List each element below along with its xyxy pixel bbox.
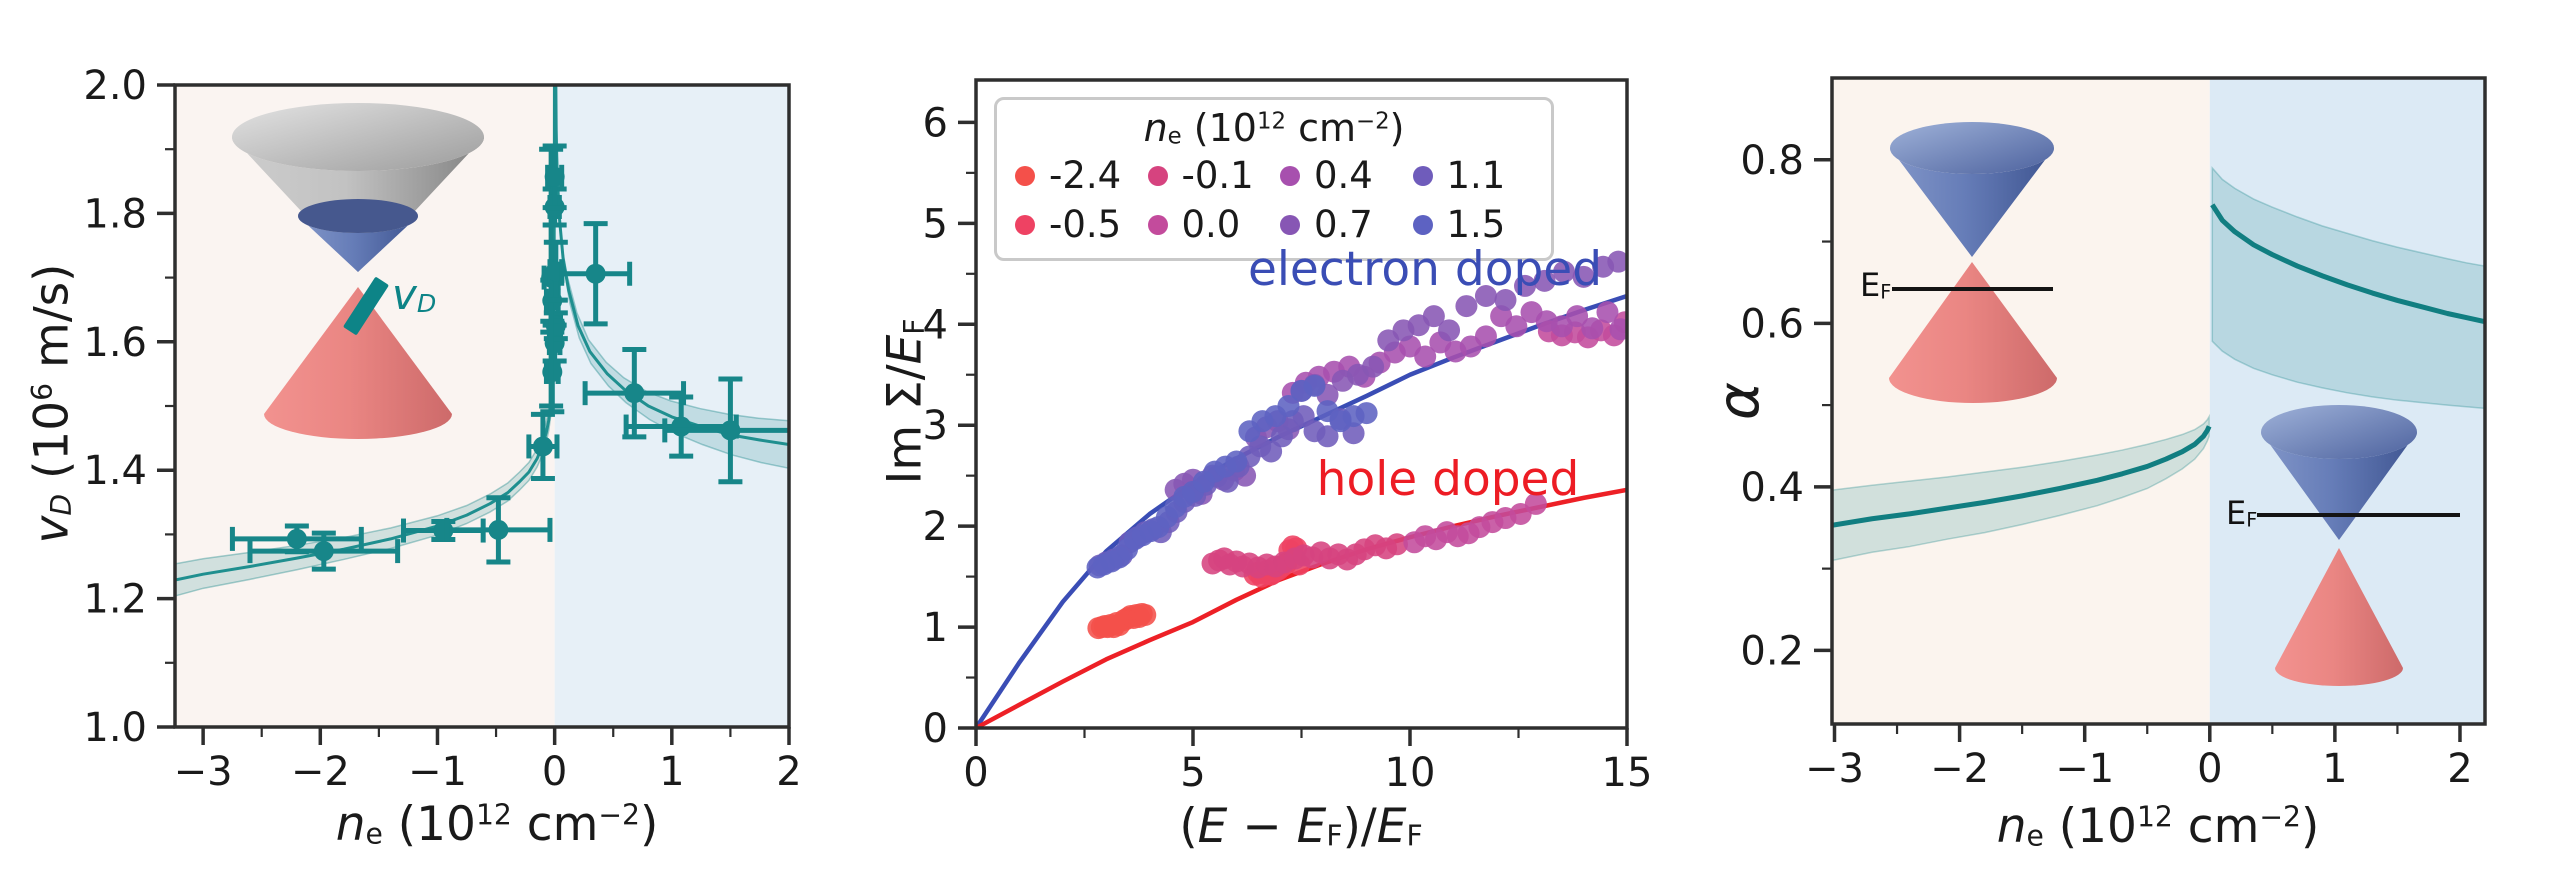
dirac-cone-inset-icon xyxy=(232,103,484,439)
coupling-chart-foreground-layer: −3 −2 −1 0 1 2 0.2 0.4 0.6 0.8 xyxy=(1740,76,2487,792)
hole-doped-cone-icon xyxy=(1889,122,2057,403)
legend-grid: -2.4 -0.1 0.4 1.1 -0.5 0.0 0.7 1 xyxy=(1009,154,1539,246)
upper-cone-blue xyxy=(2261,432,2417,540)
svg-text:15: 15 xyxy=(1602,750,1653,796)
lower-cone-red xyxy=(1889,262,2057,403)
svg-text:4: 4 xyxy=(923,302,948,348)
upper-cone-opening xyxy=(1890,122,2054,174)
svg-text:0: 0 xyxy=(542,749,567,795)
upper-cone-opening xyxy=(232,103,484,171)
legend-swatch xyxy=(1015,214,1035,235)
svg-text:10: 10 xyxy=(1385,750,1436,796)
svg-text:1: 1 xyxy=(659,749,684,795)
self-energy-chart-background-layer xyxy=(976,250,1627,728)
legend-entry-label: 0.7 xyxy=(1314,203,1373,246)
self-energy-chart-foreground-layer: 0 5 10 15 0 1 2 3 4 5 6 xyxy=(923,78,1653,796)
density-legend: ne (1012 cm−2) -2.4 -0.1 0.4 1.1 -0.5 0.… xyxy=(994,97,1554,261)
svg-text:−3: −3 xyxy=(1805,746,1864,792)
upper-cone-blue xyxy=(1890,148,2054,257)
svg-text:2: 2 xyxy=(923,504,948,550)
svg-text:6: 6 xyxy=(923,100,948,146)
filled-states-opening xyxy=(298,199,418,233)
svg-text:0: 0 xyxy=(2197,746,2222,792)
legend-entry-label: -0.1 xyxy=(1181,154,1254,197)
svg-text:0: 0 xyxy=(963,750,988,796)
svg-text:1: 1 xyxy=(923,605,948,651)
velocity-chart-foreground-layer: −3 −2 −1 0 1 2 1.0 1.2 1.4 1.6 1.8 2.0 xyxy=(83,63,801,795)
lower-cone-red xyxy=(264,287,452,439)
svg-text:−2: −2 xyxy=(1930,746,1989,792)
legend-swatch xyxy=(1147,214,1168,235)
legend-swatch xyxy=(1412,165,1433,186)
svg-text:1.0: 1.0 xyxy=(83,705,147,751)
svg-text:1.4: 1.4 xyxy=(83,448,147,494)
legend-title: ne (1012 cm−2) xyxy=(1143,106,1405,150)
svg-text:5: 5 xyxy=(1180,750,1205,796)
svg-text:0.2: 0.2 xyxy=(1740,628,1804,674)
legend-swatch xyxy=(1280,165,1300,186)
legend-swatch xyxy=(1147,165,1168,186)
legend-entry-label: 0.0 xyxy=(1181,203,1241,246)
svg-text:0: 0 xyxy=(923,706,948,752)
svg-text:0.6: 0.6 xyxy=(1740,301,1804,347)
legend-swatch xyxy=(1015,165,1035,186)
svg-text:0.4: 0.4 xyxy=(1740,465,1804,511)
legend-entry: -0.1 xyxy=(1142,154,1275,197)
legend-entry: 0.4 xyxy=(1274,154,1407,197)
svg-text:0.8: 0.8 xyxy=(1740,138,1804,184)
legend-entry: -2.4 xyxy=(1009,154,1142,197)
legend-entry-label: 0.4 xyxy=(1314,154,1373,197)
legend-entry-label: 1.1 xyxy=(1446,154,1506,197)
velocity-slope-bar xyxy=(343,277,389,335)
svg-text:1.8: 1.8 xyxy=(83,191,147,237)
legend-entry: 1.5 xyxy=(1407,203,1540,246)
svg-text:1.6: 1.6 xyxy=(83,320,147,366)
svg-text:2.0: 2.0 xyxy=(83,63,147,109)
svg-text:−1: −1 xyxy=(2055,746,2114,792)
legend-entry: 1.1 xyxy=(1407,154,1540,197)
svg-text:1: 1 xyxy=(2322,746,2347,792)
electron-doped-cone-icon xyxy=(2257,405,2460,686)
legend-swatch xyxy=(1412,214,1433,235)
svg-text:−1: −1 xyxy=(408,749,467,795)
upper-cone-opening xyxy=(2261,405,2417,459)
legend-entry-label: -0.5 xyxy=(1049,203,1122,246)
svg-text:2: 2 xyxy=(776,749,801,795)
legend-entry-label: -2.4 xyxy=(1049,154,1122,197)
lower-cone-red xyxy=(2275,548,2403,686)
legend-entry: 0.0 xyxy=(1142,203,1275,246)
legend-swatch xyxy=(1280,214,1300,235)
svg-text:3: 3 xyxy=(923,403,948,449)
legend-entry: 0.7 xyxy=(1274,203,1407,246)
svg-text:−3: −3 xyxy=(174,749,233,795)
svg-text:−2: −2 xyxy=(291,749,350,795)
filled-states-blue-cone xyxy=(298,216,418,272)
legend-entry-label: 1.5 xyxy=(1446,203,1506,246)
svg-text:1.2: 1.2 xyxy=(83,577,147,623)
svg-text:5: 5 xyxy=(923,201,948,247)
svg-text:2: 2 xyxy=(2447,746,2472,792)
legend-entry: -0.5 xyxy=(1009,203,1142,246)
